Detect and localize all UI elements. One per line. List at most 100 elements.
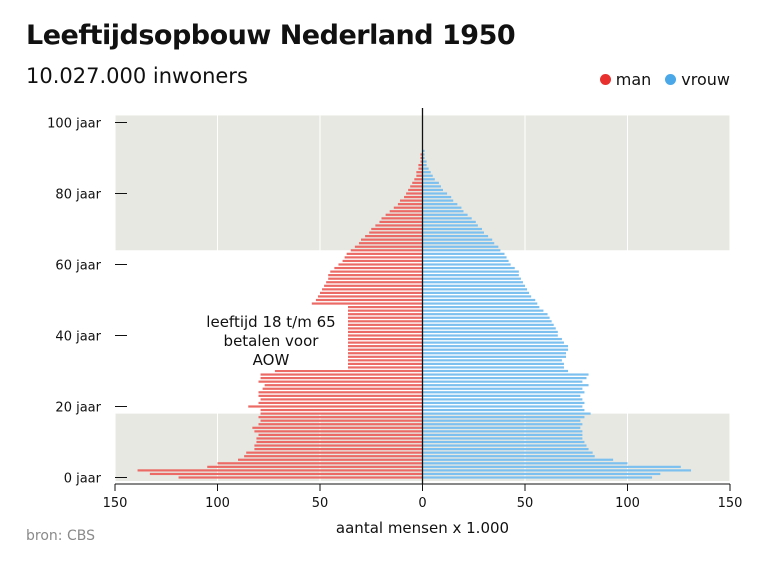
annotation-text: AOW bbox=[253, 351, 290, 369]
legend-item-vrouw: vrouw bbox=[665, 70, 730, 89]
bar-man bbox=[299, 320, 423, 323]
bar-man bbox=[285, 348, 423, 351]
bar-man bbox=[416, 171, 423, 174]
bar-man bbox=[320, 291, 423, 295]
bar-man bbox=[256, 437, 423, 440]
bar-vrouw bbox=[422, 206, 462, 209]
bar-vrouw bbox=[422, 210, 464, 213]
bar-vrouw bbox=[422, 451, 593, 454]
bar-vrouw bbox=[422, 203, 458, 206]
bar-vrouw bbox=[422, 153, 425, 156]
bar-man bbox=[295, 330, 423, 334]
bar-man bbox=[262, 387, 423, 390]
x-tick-label: 150 bbox=[103, 496, 128, 511]
y-tick-label: 40 jaar bbox=[55, 330, 101, 345]
bar-vrouw bbox=[422, 231, 484, 234]
bar-vrouw bbox=[422, 348, 569, 351]
bar-man bbox=[260, 412, 423, 415]
bar-vrouw bbox=[422, 437, 583, 440]
bar-man bbox=[420, 156, 423, 160]
bar-vrouw bbox=[422, 167, 429, 170]
bar-vrouw bbox=[422, 234, 489, 238]
bar-man bbox=[350, 249, 423, 252]
bar-man bbox=[258, 394, 423, 397]
bar-man bbox=[246, 451, 423, 454]
bar-man bbox=[313, 305, 423, 309]
bar-vrouw bbox=[422, 366, 564, 369]
bar-man bbox=[369, 231, 423, 234]
bar-vrouw bbox=[422, 444, 587, 447]
chart-title: Leeftijdsopbouw Nederland 1950 bbox=[26, 20, 516, 51]
bar-vrouw bbox=[422, 174, 433, 177]
bar-man bbox=[297, 327, 423, 330]
bar-man bbox=[258, 423, 423, 426]
bar-vrouw bbox=[422, 462, 628, 465]
bar-vrouw bbox=[422, 401, 585, 405]
bar-vrouw bbox=[422, 384, 589, 387]
bar-vrouw bbox=[422, 440, 585, 444]
bar-man bbox=[328, 277, 423, 280]
bar-man bbox=[361, 238, 423, 241]
legend-dot-vrouw bbox=[665, 74, 677, 85]
bar-man bbox=[260, 408, 423, 412]
bar-vrouw bbox=[422, 433, 583, 437]
bar-man bbox=[291, 337, 423, 341]
bar-vrouw bbox=[422, 291, 530, 295]
bar-vrouw bbox=[422, 408, 585, 412]
bar-man bbox=[379, 220, 423, 224]
x-tick-label: 50 bbox=[312, 496, 329, 511]
bar-vrouw bbox=[422, 465, 681, 468]
bar-man bbox=[207, 465, 423, 468]
bar-vrouw bbox=[422, 295, 532, 298]
bar-man bbox=[385, 213, 423, 216]
bar-man bbox=[248, 405, 423, 408]
bar-vrouw bbox=[422, 245, 499, 248]
bar-man bbox=[338, 263, 423, 266]
bar-man bbox=[256, 440, 423, 444]
bar-vrouw bbox=[422, 380, 583, 383]
bar-man bbox=[358, 242, 423, 245]
bar-vrouw bbox=[422, 256, 507, 259]
bar-vrouw bbox=[422, 270, 519, 273]
bar-man bbox=[149, 472, 423, 476]
bar-man bbox=[254, 430, 423, 433]
bar-man bbox=[254, 447, 423, 451]
bar-vrouw bbox=[422, 362, 564, 366]
bar-vrouw bbox=[422, 323, 554, 326]
bar-man bbox=[260, 373, 423, 376]
bar-man bbox=[311, 302, 423, 305]
bar-vrouw bbox=[422, 472, 661, 476]
x-tick-label: 50 bbox=[517, 496, 534, 511]
bar-man bbox=[334, 266, 423, 270]
bar-man bbox=[375, 224, 423, 227]
bar-man bbox=[258, 380, 423, 383]
bar-man bbox=[285, 345, 423, 348]
bar-man bbox=[283, 359, 423, 362]
bar-vrouw bbox=[422, 373, 589, 376]
bar-man bbox=[260, 376, 423, 380]
bar-man bbox=[289, 341, 423, 344]
bar-vrouw bbox=[422, 160, 427, 163]
bar-man bbox=[293, 334, 423, 337]
bar-man bbox=[410, 185, 423, 188]
bar-vrouw bbox=[422, 423, 583, 426]
bar-vrouw bbox=[422, 277, 521, 280]
bar-vrouw bbox=[422, 387, 583, 390]
bar-vrouw bbox=[422, 163, 427, 167]
bar-vrouw bbox=[422, 394, 581, 397]
bar-man bbox=[404, 195, 423, 199]
bar-man bbox=[408, 188, 423, 192]
bar-man bbox=[303, 316, 423, 319]
bar-vrouw bbox=[422, 298, 536, 302]
bar-man bbox=[260, 419, 423, 422]
legend-item-man: man bbox=[599, 70, 651, 89]
legend-label-vrouw: vrouw bbox=[681, 70, 730, 89]
bar-man bbox=[244, 455, 423, 458]
bar-vrouw bbox=[422, 447, 589, 451]
bar-man bbox=[326, 281, 423, 284]
bar-man bbox=[399, 199, 423, 202]
bar-vrouw bbox=[422, 416, 585, 419]
x-axis-title: aantal mensen x 1.000 bbox=[336, 519, 509, 537]
bar-man bbox=[412, 181, 423, 184]
bar-vrouw bbox=[422, 426, 581, 429]
